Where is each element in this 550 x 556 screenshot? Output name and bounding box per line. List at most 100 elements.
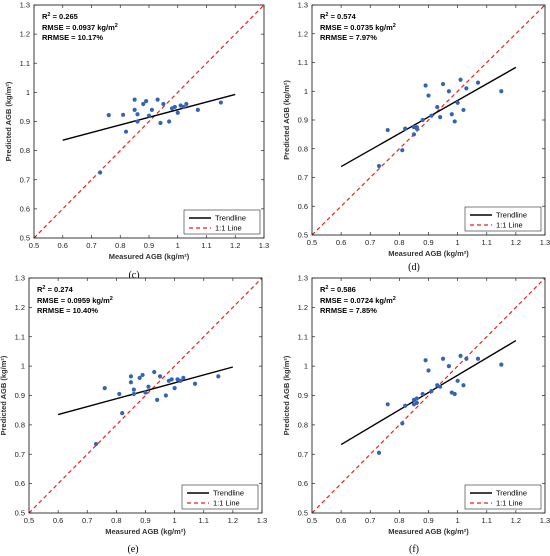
x-axis-label: Measured AGB (kg/m²)	[105, 527, 186, 536]
scatter-point	[93, 441, 99, 447]
scatter-point	[149, 107, 154, 112]
scatter-point	[499, 89, 504, 94]
rrmse-label: RRMSE = 10.17%	[42, 33, 103, 42]
scatter-point	[158, 120, 163, 126]
scatter-point	[218, 100, 223, 105]
x-tick-label: 1	[173, 516, 177, 525]
legend-trend-label: Trendline	[213, 489, 244, 498]
scatter-point	[414, 125, 419, 130]
rmse-superscript: 2	[393, 296, 396, 302]
scatter-point	[132, 107, 137, 112]
y-tick-label: 0.5	[298, 509, 308, 518]
x-axis-label: Measured AGB (kg/m²)	[109, 252, 190, 261]
rmse-value: RMSE = 0.0735 kg/m	[320, 23, 393, 32]
scatter-point	[400, 421, 405, 426]
y-tick-label: 1.1	[15, 332, 25, 341]
x-tick-label: 1.2	[230, 241, 240, 250]
x-tick-label: 1	[456, 238, 460, 247]
panel-caption: (d)	[408, 262, 420, 273]
rmse-label: RMSE = 0.0937 kg/m2	[42, 23, 118, 32]
scatter-point	[446, 89, 451, 94]
scatter-point	[475, 80, 481, 85]
rmse-label: RMSE = 0.0724 kg/m2	[320, 296, 396, 305]
y-tick-label: 1.1	[298, 58, 308, 67]
panel-caption: (f)	[409, 544, 419, 555]
scatter-point	[152, 369, 157, 375]
y-tick-label: 1	[26, 88, 30, 97]
r2-label: R2 = 0.574	[320, 12, 357, 21]
scatter-point	[449, 112, 454, 117]
scatter-point	[128, 380, 134, 385]
scatter-point	[385, 402, 390, 407]
x-tick-label: 0.5	[307, 516, 317, 525]
legend-box	[183, 209, 261, 235]
y-tick-label: 0.8	[298, 144, 308, 153]
scatter-point	[157, 374, 163, 379]
y-axis-label: Predicted AGB (kg/m²)	[4, 81, 13, 161]
scatter-point	[123, 129, 129, 134]
scatter-point	[135, 112, 140, 117]
x-tick-label: 0.6	[336, 238, 346, 247]
x-tick-label: 0.9	[423, 238, 433, 247]
r2-superscript: 2	[47, 12, 50, 18]
x-tick-label: 0.5	[29, 241, 39, 250]
x-tick-label: 0.7	[82, 516, 92, 525]
r2-value: = 0.574	[328, 12, 356, 21]
x-tick-label: 1.3	[259, 241, 269, 250]
x-tick-label: 1.2	[511, 516, 521, 525]
scatter-point	[403, 126, 408, 131]
x-tick-label: 1.2	[511, 238, 521, 247]
scatter-point	[420, 117, 425, 123]
x-tick-label: 0.8	[111, 516, 121, 525]
scatter-point	[117, 391, 122, 397]
scatter-point	[172, 104, 177, 110]
r2-label: R2 = 0.586	[320, 285, 356, 294]
scatter-point	[420, 391, 425, 397]
scatter-point	[435, 104, 440, 110]
r2-superscript: 2	[42, 285, 45, 291]
scatter-point	[464, 86, 469, 91]
scatter-point	[181, 375, 186, 380]
y-tick-label: 1	[304, 362, 308, 371]
legend-box	[464, 484, 542, 510]
y-tick-label: 0.7	[20, 175, 30, 184]
scatter-point	[102, 386, 107, 391]
scatter-point	[438, 384, 443, 389]
r2-superscript: 2	[325, 12, 328, 18]
legend-one-to-one-label: 1:1 Line	[213, 499, 240, 508]
y-tick-label: 0.9	[15, 391, 25, 400]
legend-trend-label: Trendline	[215, 214, 246, 223]
scatter-point	[458, 353, 463, 358]
y-tick-label: 0.6	[15, 479, 25, 488]
x-tick-label: 1.1	[482, 238, 492, 247]
scatter-point	[464, 356, 469, 361]
scatter-point	[400, 148, 405, 153]
scatter-point	[132, 97, 137, 102]
y-tick-label: 0.7	[298, 450, 308, 459]
scatter-point	[376, 450, 382, 455]
rmse-superscript: 2	[393, 23, 396, 29]
x-tick-label: 1.2	[228, 516, 238, 525]
scatter-point	[131, 387, 136, 392]
scatter-point	[146, 113, 152, 118]
scatter-point	[163, 393, 168, 398]
scatter-point	[429, 388, 434, 394]
scatter-point	[429, 113, 434, 118]
x-tick-label: 0.9	[423, 516, 433, 525]
scatter-point	[446, 364, 451, 369]
scatter-point	[455, 378, 460, 383]
scatter-point	[461, 107, 466, 113]
x-axis-label: Measured AGB (kg/m²)	[388, 249, 469, 258]
panel-caption: (c)	[128, 270, 139, 281]
scatter-point	[155, 397, 160, 403]
x-tick-label: 1.3	[540, 238, 550, 247]
y-tick-label: 1.1	[20, 59, 30, 68]
scatter-point	[458, 77, 463, 82]
scatter-point	[440, 81, 446, 87]
r2-value: = 0.274	[45, 285, 73, 294]
scatter-point	[423, 83, 428, 88]
scatter-point	[184, 101, 189, 107]
scatter-point	[461, 383, 466, 388]
y-axis-label: Predicted AGB (kg/m²)	[282, 355, 291, 435]
